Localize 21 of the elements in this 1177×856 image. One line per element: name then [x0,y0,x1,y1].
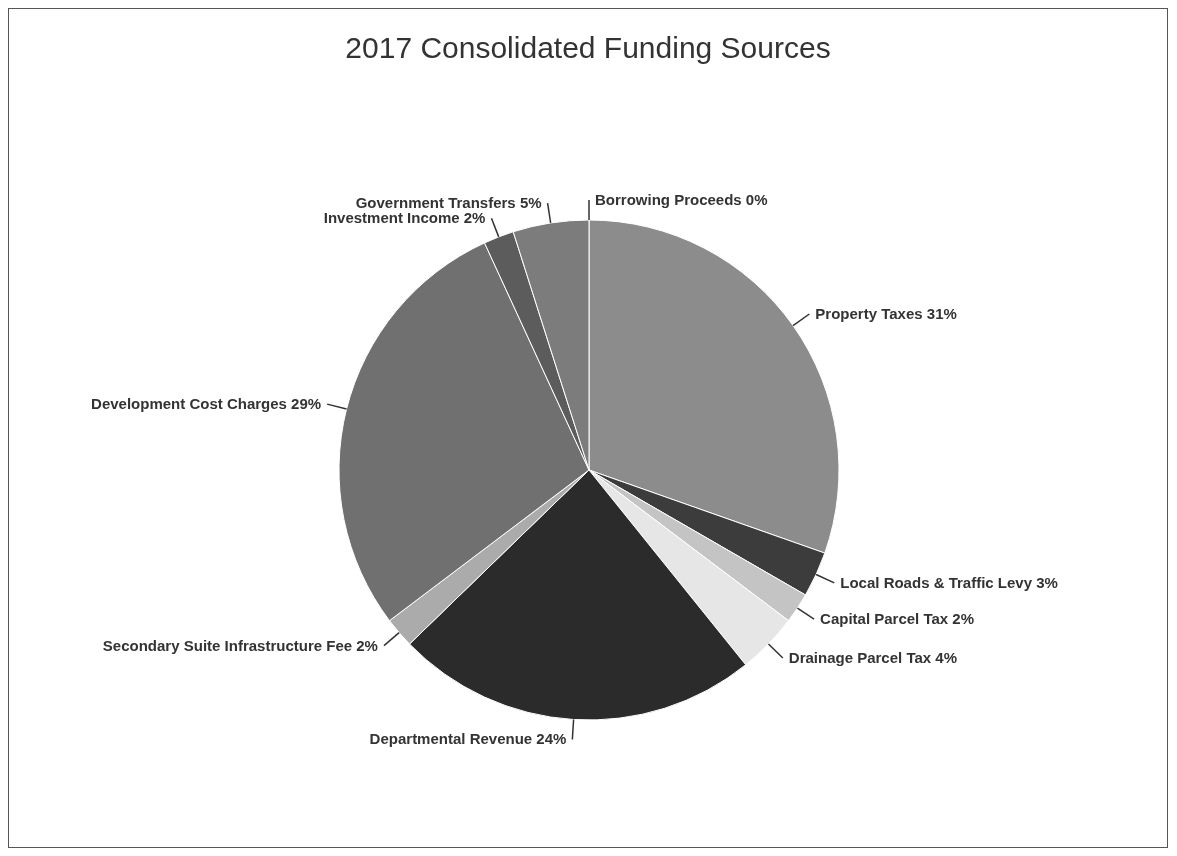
data-label: 5% [519,194,542,212]
data-label: 2% [356,636,378,654]
slice-label: Departmental Revenue [369,730,533,748]
data-label: 2% [463,209,486,227]
chart-title: 2017 Consolidated Funding Sources [344,31,832,65]
slice-label: Property Taxes [815,305,923,322]
slice-label: Government Transfers [355,194,516,212]
text: 0% [745,191,768,208]
data-label: 31% [926,305,957,322]
slice-label: Capital Parcel Tax [820,610,949,628]
slice-label: Drainage Parcel Tax [788,648,932,666]
slice-label: Secondary Suite Infrastructure Fee [102,636,353,654]
data-label: 24% [536,730,567,748]
data-label: 3% [1036,573,1058,591]
slice-label: Local Roads & Traffic Levy [840,573,1033,591]
legend-label: Borrowing Proceeds [595,191,742,208]
data-label: 29% [291,395,322,413]
data-label: 2% [952,610,975,628]
slice-label: Investment Income [323,209,460,227]
data-label: 4% [935,648,957,666]
slice-label: Development Cost Charges [91,395,287,413]
